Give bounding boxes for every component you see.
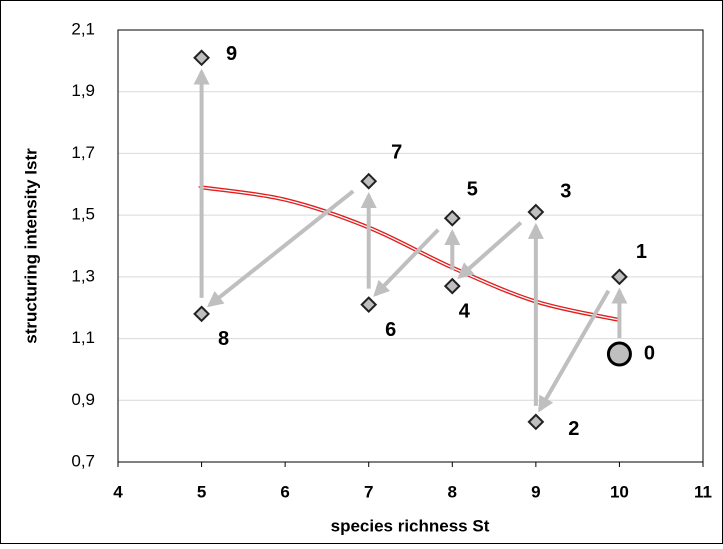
point	[611, 268, 628, 286]
y-tick-label: 0,9	[71, 390, 95, 409]
x-tick-label: 10	[610, 482, 629, 501]
point-label: 7	[391, 141, 402, 163]
x-tick-label: 6	[280, 482, 289, 501]
point	[193, 49, 210, 67]
y-tick-label: 1,1	[71, 328, 95, 347]
x-tick-label: 11	[694, 482, 712, 501]
point-label: 4	[459, 300, 471, 322]
x-tick-label: 7	[364, 482, 373, 501]
x-tick-label: 4	[113, 482, 123, 501]
point	[527, 203, 545, 221]
y-axis-title: structuring intensity Istr	[21, 148, 40, 344]
arrow	[373, 228, 440, 297]
x-axis-title: species richness St	[331, 516, 490, 535]
point-label: 5	[467, 179, 478, 201]
arrow	[538, 289, 611, 413]
point-label: 9	[226, 43, 237, 65]
x-tick-label: 8	[448, 482, 457, 501]
point	[360, 296, 378, 314]
point-label: 3	[560, 180, 571, 202]
point-label: 1	[636, 241, 647, 263]
y-tick-label: 0,7	[71, 451, 95, 470]
point	[193, 305, 210, 323]
trend-line-inner	[202, 187, 620, 321]
y-tick-label: 1,5	[71, 205, 95, 224]
point	[606, 341, 632, 367]
plot-area	[117, 29, 704, 463]
point-label: 6	[385, 319, 396, 341]
y-tick-label: 1,7	[71, 143, 95, 162]
point	[443, 277, 461, 295]
point-label: 2	[568, 418, 579, 440]
y-tick-label: 1,9	[71, 81, 95, 100]
arrow	[207, 189, 355, 308]
x-tick-label: 9	[531, 482, 540, 501]
y-tick-label: 2,1	[71, 19, 95, 38]
y-tick-label: 1,3	[71, 266, 95, 285]
point-label: 0	[644, 342, 655, 364]
point	[360, 172, 378, 190]
point-label: 8	[218, 328, 229, 350]
point	[443, 209, 461, 227]
point	[527, 413, 545, 431]
x-tick-label: 5	[197, 482, 206, 501]
arrow	[457, 221, 523, 279]
